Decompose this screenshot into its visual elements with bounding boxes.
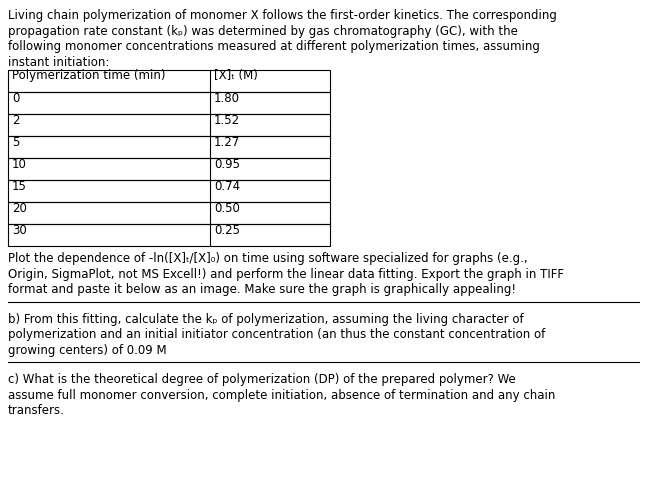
Text: 1.27: 1.27 bbox=[214, 136, 240, 149]
Text: 0: 0 bbox=[12, 92, 19, 105]
Text: Plot the dependence of -ln([X]ₜ/[X]₀) on time using software specialized for gra: Plot the dependence of -ln([X]ₜ/[X]₀) on… bbox=[8, 252, 527, 265]
Text: Origin, SigmaPlot, not MS Excell!) and perform the linear data fitting. Export t: Origin, SigmaPlot, not MS Excell!) and p… bbox=[8, 268, 564, 281]
Text: polymerization and an initial initiator concentration (an thus the constant conc: polymerization and an initial initiator … bbox=[8, 328, 545, 341]
Text: instant initiation:: instant initiation: bbox=[8, 56, 109, 69]
Text: format and paste it below as an image. Make sure the graph is graphically appeal: format and paste it below as an image. M… bbox=[8, 283, 516, 296]
Text: 5: 5 bbox=[12, 136, 19, 149]
Text: 30: 30 bbox=[12, 224, 27, 237]
Bar bbox=[8, 202, 330, 224]
Bar bbox=[8, 224, 330, 246]
Text: 15: 15 bbox=[12, 180, 27, 193]
Text: b) From this fitting, calculate the kₚ of polymerization, assuming the living ch: b) From this fitting, calculate the kₚ o… bbox=[8, 312, 523, 325]
Text: 2: 2 bbox=[12, 114, 19, 127]
Text: [X]ₜ (M): [X]ₜ (M) bbox=[214, 69, 258, 82]
Text: 10: 10 bbox=[12, 158, 27, 171]
Text: growing centers) of 0.09 M: growing centers) of 0.09 M bbox=[8, 344, 167, 357]
Bar bbox=[8, 70, 330, 92]
Text: 20: 20 bbox=[12, 202, 27, 215]
Text: Living chain polymerization of monomer X follows the first-order kinetics. The c: Living chain polymerization of monomer X… bbox=[8, 9, 557, 22]
Text: 0.74: 0.74 bbox=[214, 180, 240, 193]
Bar bbox=[8, 136, 330, 158]
Text: c) What is the theoretical degree of polymerization (DP) of the prepared polymer: c) What is the theoretical degree of pol… bbox=[8, 373, 516, 386]
Text: 1.80: 1.80 bbox=[214, 92, 240, 105]
Text: 0.25: 0.25 bbox=[214, 224, 240, 237]
Text: Polymerization time (min): Polymerization time (min) bbox=[12, 69, 166, 82]
Bar bbox=[8, 114, 330, 136]
Text: assume full monomer conversion, complete initiation, absence of termination and : assume full monomer conversion, complete… bbox=[8, 389, 555, 402]
Text: 0.95: 0.95 bbox=[214, 158, 240, 171]
Text: propagation rate constant (kₚ) was determined by gas chromatography (GC), with t: propagation rate constant (kₚ) was deter… bbox=[8, 24, 518, 37]
Bar bbox=[8, 92, 330, 114]
Bar bbox=[8, 158, 330, 180]
Text: 0.50: 0.50 bbox=[214, 202, 240, 215]
Text: transfers.: transfers. bbox=[8, 404, 65, 417]
Text: following monomer concentrations measured at different polymerization times, ass: following monomer concentrations measure… bbox=[8, 40, 540, 53]
Text: 1.52: 1.52 bbox=[214, 114, 240, 127]
Bar bbox=[8, 180, 330, 202]
